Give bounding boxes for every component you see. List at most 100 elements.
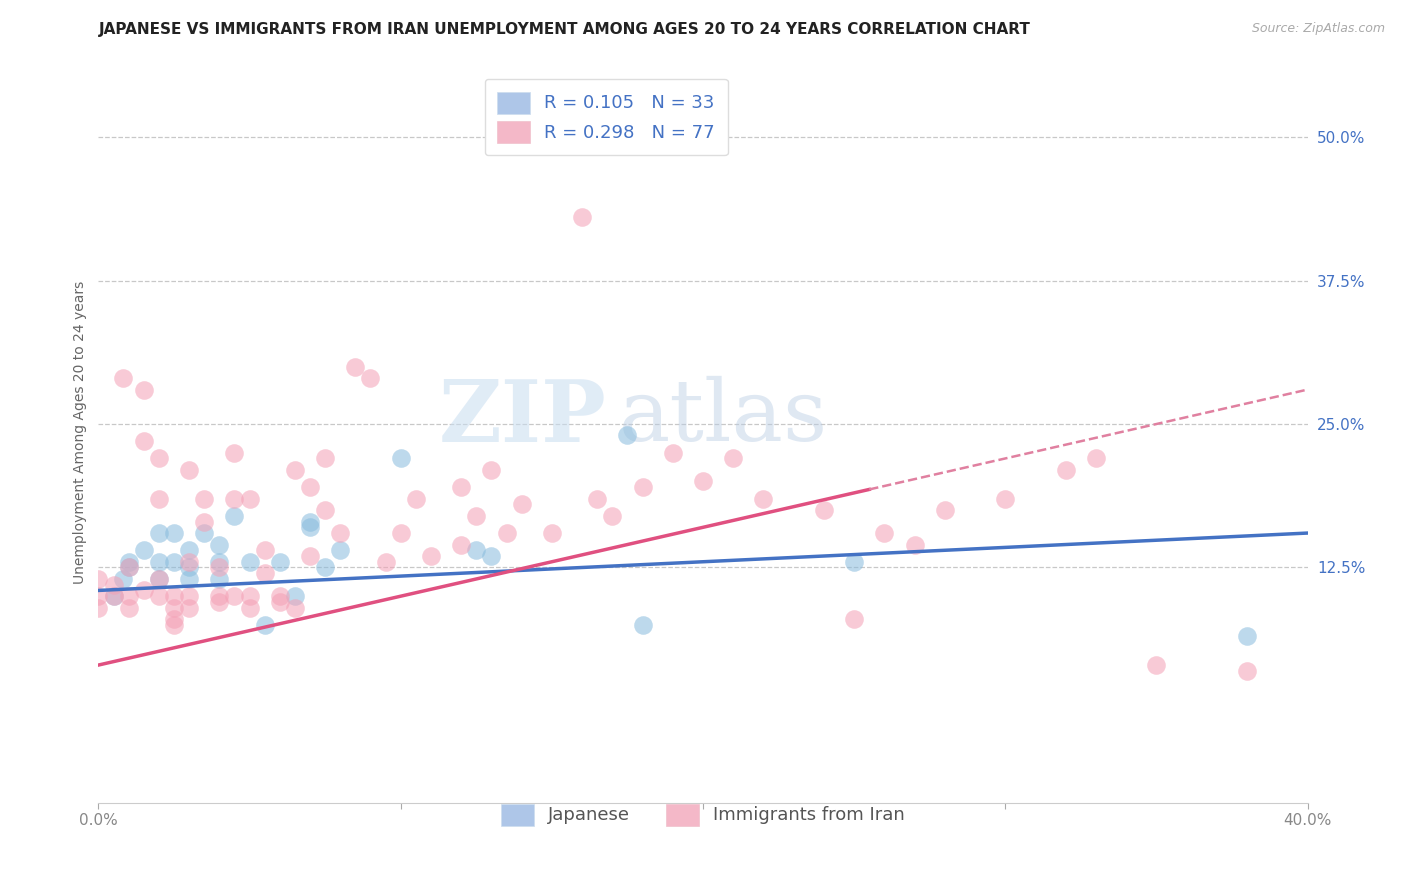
Point (224, 508, 246, 523)
Point (163, 618, 186, 632)
Point (314, 503, 336, 517)
Point (420, 549, 443, 563)
Point (329, 526, 352, 541)
Point (163, 612, 186, 626)
Point (405, 491, 427, 506)
Point (87, 600, 110, 615)
Point (450, 537, 472, 551)
Point (299, 480, 322, 494)
Point (148, 526, 170, 541)
Point (224, 446, 246, 460)
Point (118, 600, 141, 615)
Point (118, 560, 141, 574)
Point (1236, 664, 1258, 678)
Point (208, 537, 231, 551)
Point (994, 491, 1017, 506)
Point (631, 618, 654, 632)
Point (239, 555, 262, 569)
Y-axis label: Unemployment Among Ages 20 to 24 years: Unemployment Among Ages 20 to 24 years (73, 281, 87, 584)
Point (360, 371, 382, 385)
Point (284, 600, 307, 615)
Point (193, 491, 215, 506)
Text: atlas: atlas (619, 376, 828, 459)
Point (314, 451, 336, 466)
Point (602, 508, 624, 523)
Point (208, 572, 231, 586)
Text: Source: ZipAtlas.com: Source: ZipAtlas.com (1251, 22, 1385, 36)
Point (179, 600, 201, 615)
Point (389, 451, 412, 466)
Point (1054, 463, 1077, 477)
Point (692, 475, 714, 489)
Point (111, 371, 134, 385)
Point (465, 508, 488, 523)
Point (253, 543, 276, 558)
Point (284, 463, 307, 477)
Point (481, 463, 503, 477)
Point (631, 480, 654, 494)
Point (616, 428, 638, 442)
Point (148, 572, 170, 586)
Point (179, 543, 201, 558)
Point (224, 491, 246, 506)
Point (111, 572, 134, 586)
Point (163, 589, 186, 603)
Point (193, 515, 215, 529)
Point (299, 549, 322, 563)
Point (1236, 629, 1258, 643)
Point (132, 434, 155, 449)
Point (148, 555, 170, 569)
Point (540, 526, 562, 541)
Point (87, 572, 110, 586)
Point (179, 589, 201, 603)
Point (208, 560, 231, 574)
Point (344, 359, 367, 374)
Point (723, 451, 745, 466)
Point (450, 480, 472, 494)
Text: ZIP: ZIP (439, 376, 606, 459)
Point (873, 526, 896, 541)
Point (752, 491, 775, 506)
Point (208, 589, 231, 603)
Point (389, 526, 412, 541)
Point (179, 555, 201, 569)
Point (118, 560, 141, 574)
Point (132, 543, 155, 558)
Text: JAPANESE VS IMMIGRANTS FROM IRAN UNEMPLOYMENT AMONG AGES 20 TO 24 YEARS CORRELAT: JAPANESE VS IMMIGRANTS FROM IRAN UNEMPLO… (98, 22, 1031, 37)
Point (1144, 658, 1167, 673)
Point (163, 526, 186, 541)
Point (374, 555, 396, 569)
Point (193, 526, 215, 541)
Point (586, 491, 609, 506)
Point (314, 560, 336, 574)
Point (103, 589, 125, 603)
Point (299, 515, 322, 529)
Point (148, 589, 170, 603)
Point (239, 491, 262, 506)
Point (284, 589, 307, 603)
Point (1085, 451, 1108, 466)
Point (163, 600, 186, 615)
Point (571, 211, 593, 225)
Point (253, 618, 276, 632)
Point (481, 549, 503, 563)
Point (148, 491, 170, 506)
Point (163, 555, 186, 569)
Point (179, 560, 201, 574)
Point (299, 520, 322, 534)
Point (495, 526, 517, 541)
Point (208, 595, 231, 609)
Point (132, 383, 155, 397)
Point (118, 589, 141, 603)
Point (179, 463, 201, 477)
Point (269, 589, 291, 603)
Point (844, 555, 866, 569)
Point (239, 600, 262, 615)
Point (813, 503, 835, 517)
Legend: Japanese, Immigrants from Iran: Japanese, Immigrants from Iran (488, 791, 918, 838)
Point (224, 589, 246, 603)
Point (132, 583, 155, 598)
Point (148, 451, 170, 466)
Point (239, 589, 262, 603)
Point (148, 572, 170, 586)
